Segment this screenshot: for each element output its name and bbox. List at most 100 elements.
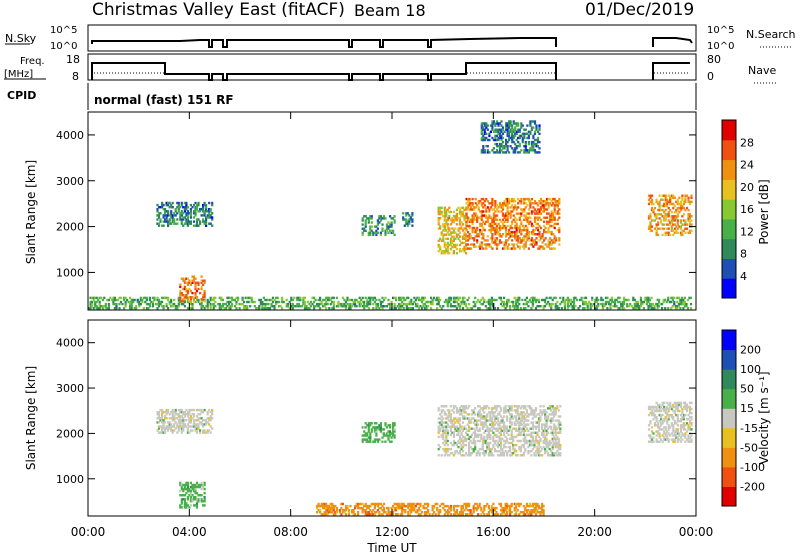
velocity-cell bbox=[481, 439, 484, 443]
power-cell bbox=[527, 200, 530, 203]
power-cell bbox=[543, 200, 546, 203]
velocity-cell bbox=[168, 427, 171, 430]
power-cell bbox=[189, 222, 192, 225]
power-cell bbox=[179, 294, 182, 297]
velocity-cell bbox=[490, 423, 493, 426]
velocity-cell bbox=[170, 411, 173, 414]
power-cell bbox=[518, 216, 521, 219]
velocity-cell bbox=[472, 409, 475, 412]
power-cell bbox=[132, 300, 135, 304]
power-cell bbox=[449, 233, 452, 236]
power-cell bbox=[194, 208, 197, 211]
power-cell bbox=[192, 224, 196, 227]
power-cell bbox=[558, 228, 561, 232]
power-cell bbox=[243, 300, 246, 304]
velocity-cell bbox=[199, 421, 202, 424]
power-cell bbox=[558, 212, 561, 215]
power-cell bbox=[402, 296, 405, 300]
velocity-cell bbox=[498, 450, 501, 453]
power-cell bbox=[480, 298, 483, 302]
power-cell bbox=[645, 296, 648, 300]
station-title: Christmas Valley East (fitACF) bbox=[92, 0, 345, 20]
velocity-cell bbox=[433, 504, 436, 508]
velocity-cell bbox=[452, 454, 455, 457]
velocity-cell bbox=[675, 430, 678, 433]
power-cell bbox=[189, 307, 192, 310]
power-cell bbox=[331, 296, 334, 300]
velocity-cell bbox=[685, 405, 689, 409]
power-cell bbox=[523, 235, 526, 238]
power-cell bbox=[170, 212, 173, 215]
power-cell bbox=[571, 300, 574, 304]
power-cell bbox=[206, 214, 209, 217]
power-cell bbox=[500, 204, 503, 207]
power-cell bbox=[627, 305, 630, 308]
power-cell bbox=[539, 237, 543, 240]
velocity-cell bbox=[448, 409, 451, 412]
power-cell bbox=[518, 142, 521, 146]
power-cell bbox=[157, 214, 161, 217]
power-cell bbox=[174, 305, 177, 308]
power-cell bbox=[430, 300, 433, 304]
power-cell bbox=[508, 120, 511, 123]
velocity-cell bbox=[503, 425, 506, 428]
power-cell bbox=[471, 204, 474, 207]
velocity-cell bbox=[506, 427, 509, 430]
power-cell bbox=[690, 229, 693, 232]
velocity-cell bbox=[328, 504, 331, 508]
power-cell bbox=[361, 233, 364, 237]
velocity-cell bbox=[658, 405, 661, 409]
power-cell bbox=[547, 204, 550, 207]
power-cell bbox=[666, 227, 669, 230]
velocity-cell bbox=[676, 418, 679, 421]
velocity-cell bbox=[496, 454, 500, 457]
power-cell bbox=[514, 200, 517, 203]
velocity-cell bbox=[402, 502, 405, 506]
power-cell bbox=[604, 302, 607, 306]
power-cell bbox=[209, 296, 212, 300]
power-cell bbox=[419, 298, 422, 302]
power-cell bbox=[177, 206, 180, 209]
velocity-cell bbox=[541, 425, 544, 428]
velocity-cell bbox=[452, 411, 455, 414]
power-cell bbox=[405, 305, 408, 308]
power-cell bbox=[678, 206, 681, 210]
power-cell bbox=[657, 213, 660, 216]
velocity-cell bbox=[385, 432, 389, 435]
power-cell bbox=[541, 235, 544, 238]
velocity-cell bbox=[525, 419, 528, 422]
power-cell bbox=[650, 198, 654, 201]
velocity-cell bbox=[322, 504, 325, 508]
power-cell bbox=[256, 307, 259, 310]
power-cell bbox=[503, 220, 506, 223]
power-cell bbox=[645, 298, 648, 302]
velocity-cell bbox=[183, 423, 186, 426]
velocity-cell bbox=[498, 437, 501, 441]
power-cell bbox=[653, 213, 657, 216]
velocity-cell bbox=[162, 421, 165, 424]
power-cell bbox=[503, 202, 506, 205]
velocity-cell bbox=[525, 409, 528, 412]
power-cell bbox=[177, 305, 180, 308]
velocity-cell bbox=[182, 423, 185, 426]
power-cell bbox=[463, 241, 466, 245]
power-cell bbox=[482, 122, 485, 125]
velocity-cell bbox=[199, 429, 202, 432]
velocity-cell bbox=[507, 409, 510, 412]
power-cell bbox=[476, 233, 479, 236]
velocity-cell bbox=[442, 441, 445, 445]
power-cell bbox=[688, 213, 692, 216]
velocity-cell bbox=[454, 452, 457, 455]
velocity-cell bbox=[189, 492, 192, 495]
velocity-cell bbox=[475, 427, 478, 430]
power-cell bbox=[308, 307, 311, 310]
velocity-cell bbox=[484, 441, 487, 445]
velocity-cell bbox=[183, 506, 186, 509]
velocity-cell bbox=[179, 417, 182, 420]
power-colorbar-label: Power [dB] bbox=[757, 179, 771, 244]
power-cell bbox=[188, 300, 191, 303]
velocity-cell bbox=[442, 421, 445, 424]
power-cell bbox=[532, 228, 535, 232]
power-cell bbox=[189, 212, 192, 215]
power-cell bbox=[448, 233, 451, 236]
